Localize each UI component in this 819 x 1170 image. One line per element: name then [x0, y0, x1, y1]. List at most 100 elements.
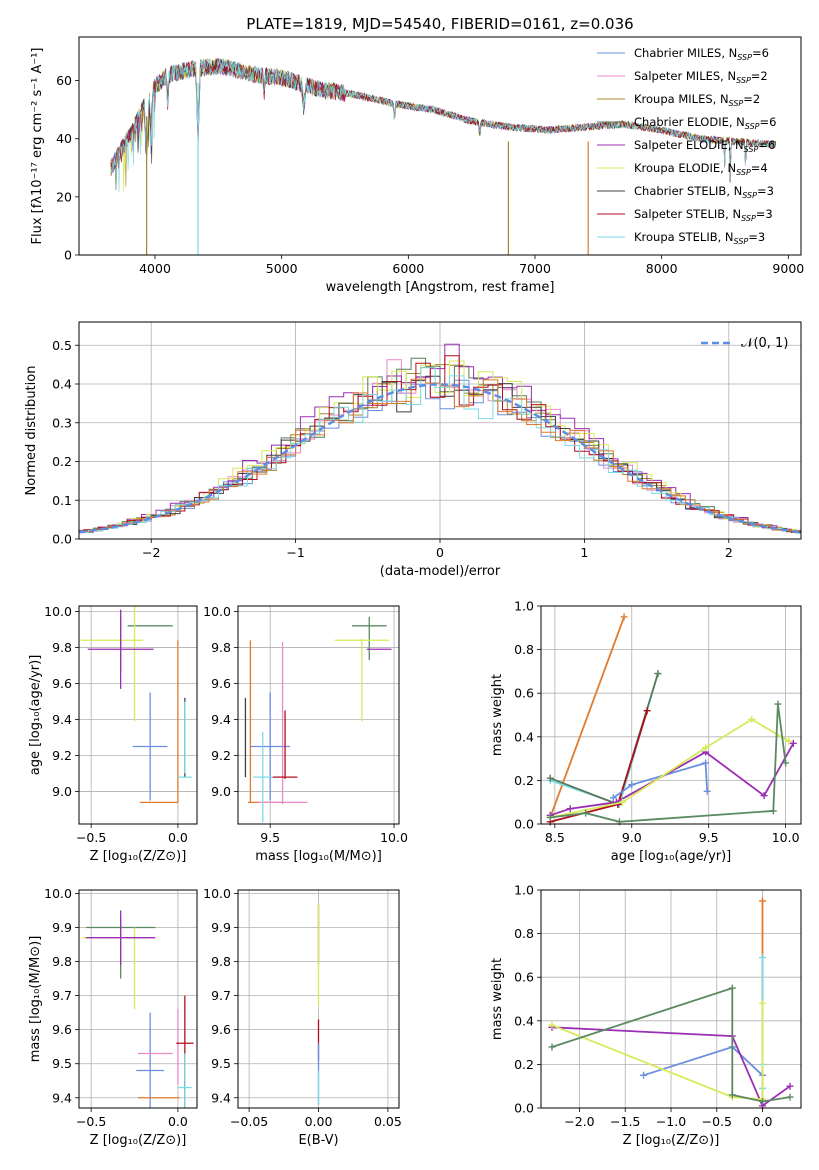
legend-entry: 𝒩(0, 1): [741, 336, 788, 351]
spectrum-series-line: [110, 58, 776, 193]
y-tick-label: 40: [56, 131, 72, 146]
massweight-marker: [628, 781, 636, 789]
massweight-marker: [759, 954, 767, 962]
massweight-line: [549, 616, 625, 818]
y-tick-label: 9.6: [211, 676, 231, 691]
massweight-marker: [728, 1091, 736, 1099]
x-axis-label: Z [log₁₀(Z/Z⊙)]: [90, 1133, 187, 1148]
x-tick-label: 9.5: [260, 830, 280, 845]
massweight-marker: [702, 744, 710, 752]
legend-entry: Chabrier MILES, NSSP=6: [634, 46, 769, 62]
x-axis-label: E(B-V): [298, 1133, 338, 1148]
x-axis-label: age [log₁₀(age/yr)]: [611, 849, 732, 864]
legend-entry: Kroupa STELIB, NSSP=3: [634, 230, 765, 246]
y-axis-label: mass weight: [490, 958, 505, 1040]
legend-entry: Chabrier ELODIE, NSSP=6: [634, 115, 776, 131]
y-tick-label: 1.0: [514, 599, 534, 614]
y-tick-label: 0.2: [52, 454, 72, 469]
x-tick-label: 2: [725, 545, 733, 560]
errorbar-group: [82, 910, 194, 1108]
massweight-line: [550, 703, 787, 823]
y-tick-label: 0.4: [514, 729, 534, 744]
x-tick-label: 9.5: [699, 830, 719, 845]
y-tick-label: 9.8: [52, 640, 72, 655]
y-tick-label: 9.2: [52, 748, 72, 763]
spectrum-panel: PLATE=1819, MJD=54540, FIBERID=0161, z=0…: [30, 15, 804, 295]
y-tick-label: 9.2: [211, 748, 231, 763]
massweight-marker: [759, 1097, 767, 1105]
massweight-marker: [728, 984, 736, 992]
mass_vs_Z-panel: −0.5 0.0 9.4 9.5 9.6 9.7 9.8 9.9 10.0 Z [log₁₀(Z/…: [28, 886, 198, 1148]
legend-entry: Kroupa ELODIE, NSSP=4: [634, 161, 768, 177]
y-tick-label: 0.2: [514, 1057, 534, 1072]
residuals-panel: −2 −1 0 1 2 0.0 0.1 0.2 0.3 0.4 0.5 (data-model)/er…: [24, 321, 802, 579]
y-tick-label: 0.4: [514, 1013, 534, 1028]
y-tick-label: 9.9: [211, 920, 231, 935]
y-axis-label: age [log₁₀(age/yr)]: [28, 655, 43, 776]
y-tick-label: 9.6: [52, 676, 72, 691]
mass_vs_ebv-panel: −0.05 0.00 0.05 9.4 9.5 9.6 9.7 9.8 9.9 10.0 E(B-V…: [203, 886, 402, 1148]
massweight-marker: [548, 1021, 556, 1029]
normal-curve: [79, 383, 801, 534]
figure-title: PLATE=1819, MJD=54540, FIBERID=0161, z=0…: [246, 15, 633, 33]
massweight-marker: [548, 1043, 556, 1051]
massweight-marker: [786, 1082, 794, 1090]
massweight-marker: [640, 1071, 648, 1079]
x-tick-label: −0.5: [702, 1114, 732, 1129]
x-tick-label: 7000: [519, 261, 551, 276]
y-tick-label: 0.6: [514, 686, 534, 701]
errorbar-group: [80, 606, 192, 804]
y-tick-label: 9.7: [52, 988, 72, 1003]
massweight-marker: [785, 737, 793, 745]
massweight_vs_age-panel: 8.5 9.0 9.5 10.0 0.0 0.2 0.4 0.6 0.8 1.0 age [log₁…: [490, 599, 802, 864]
massweight-line: [612, 761, 709, 799]
x-tick-label: 10.0: [772, 830, 800, 845]
massweight-marker: [782, 759, 790, 767]
x-tick-label: −0.5: [76, 1114, 106, 1129]
y-axis-label: mass weight: [490, 674, 505, 756]
y-tick-label: 9.6: [52, 1022, 72, 1037]
y-axis-label: Normed distribution: [24, 366, 39, 496]
massweight-line: [551, 1003, 764, 1101]
legend-entry: Kroupa MILES, NSSP=2: [634, 92, 760, 108]
x-axis-label: (data-model)/error: [380, 564, 501, 579]
massweight-marker: [774, 700, 782, 708]
x-tick-label: 4000: [139, 261, 171, 276]
massweight-marker: [786, 1093, 794, 1101]
x-tick-label: 0: [436, 545, 444, 560]
x-axis-label: mass [log₁₀(M/M⊙)]: [255, 849, 382, 864]
age_vs_Z-panel: −0.5 0.0 9.0 9.2 9.4 9.6 9.8 10.0 Z [log₁₀(Z/Z⊙)…: [28, 604, 198, 864]
y-tick-label: 0.5: [52, 338, 72, 353]
x-tick-label: 6000: [392, 261, 424, 276]
y-tick-label: 1.0: [514, 883, 534, 898]
x-tick-label: −1.0: [656, 1114, 686, 1129]
y-tick-label: 9.8: [52, 954, 72, 969]
x-tick-label: 0.00: [305, 1114, 333, 1129]
y-tick-label: 0: [64, 248, 72, 263]
massweight_vs_Z-panel: −2.0 −1.5 −1.0 −0.5 0.0 0.0 0.2 0.4 0.6 0.8 1.0 Z […: [490, 883, 802, 1148]
y-tick-label: 9.4: [211, 712, 231, 727]
spectrum-lines: [110, 57, 776, 255]
errorbar-group: [244, 616, 392, 823]
legend-entry: Salpeter ELODIE, NSSP=6: [634, 138, 775, 154]
x-tick-label: 9000: [772, 261, 804, 276]
massweight-marker: [654, 670, 662, 678]
massweight-series: [548, 897, 794, 1110]
axes-frame: [78, 889, 198, 1109]
massweight-marker: [619, 798, 627, 806]
x-tick-label: −1: [286, 545, 304, 560]
y-tick-label: 20: [56, 189, 72, 204]
massweight-marker: [546, 813, 554, 821]
y-tick-label: 10.0: [44, 886, 72, 901]
massweight-marker: [769, 807, 777, 815]
massweight-marker: [643, 707, 651, 715]
y-tick-label: 9.8: [211, 954, 231, 969]
x-tick-label: 0.05: [374, 1114, 402, 1129]
axes-frame: [78, 36, 802, 256]
y-axis-label: mass [log₁₀(M/M⊙)]: [28, 936, 43, 1063]
x-tick-label: −0.5: [76, 830, 106, 845]
x-tick-label: 1: [580, 545, 588, 560]
x-axis-label: Z [log₁₀(Z/Z⊙)]: [90, 849, 187, 864]
x-tick-label: −2.0: [564, 1114, 594, 1129]
massweight-line: [550, 718, 790, 819]
